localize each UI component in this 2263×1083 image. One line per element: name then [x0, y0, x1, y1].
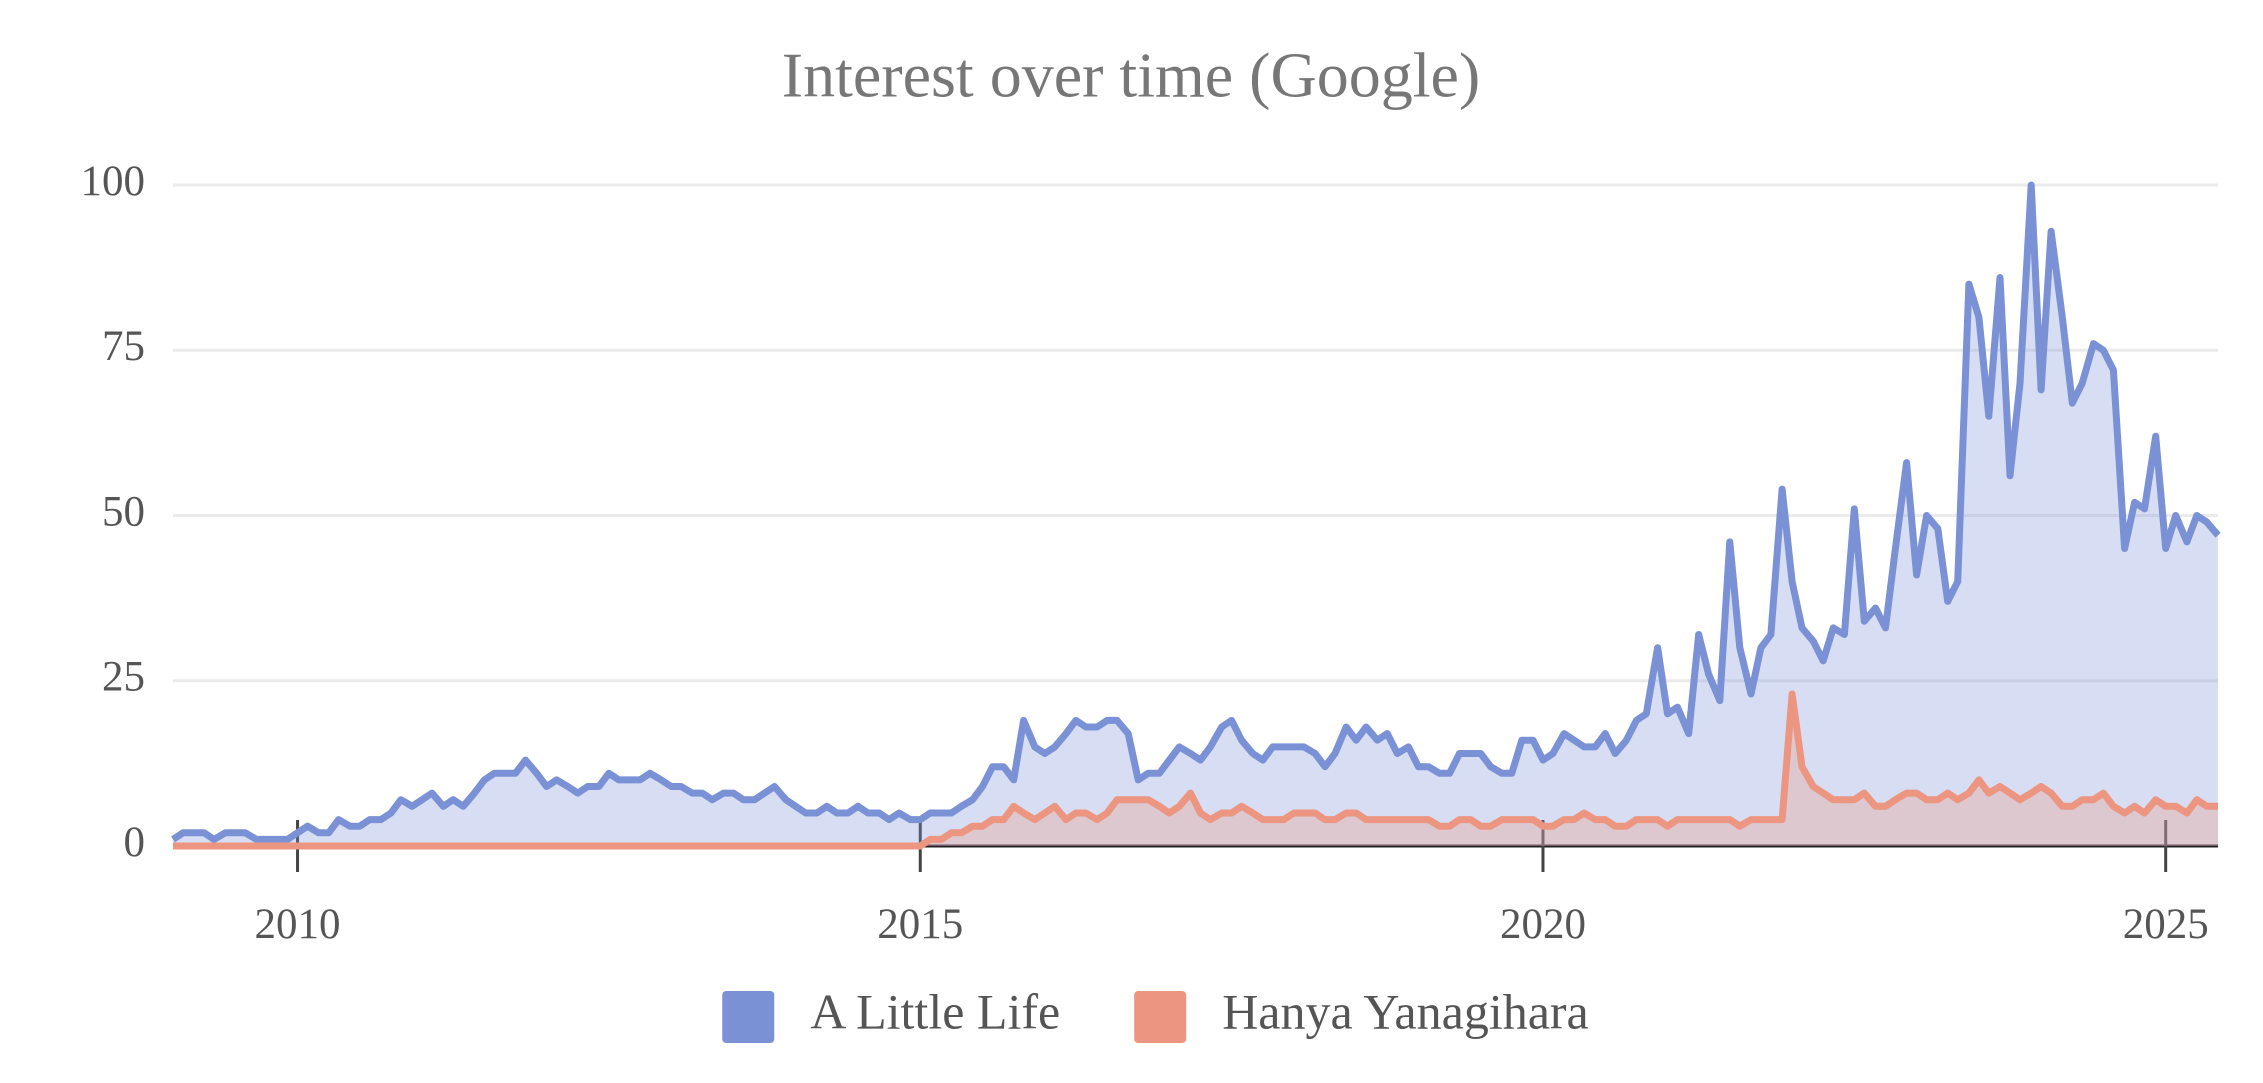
y-tick-label: 0 [124, 819, 146, 866]
legend-swatch [1134, 991, 1187, 1043]
x-tick-label: 2025 [2123, 901, 2209, 948]
line [171, 181, 2221, 843]
chart-title: Interest over time (Google) [782, 40, 1480, 111]
x-tick-label: 2020 [1500, 901, 1586, 948]
legend-label: A Little Life [810, 983, 1060, 1039]
legend-swatch [722, 991, 775, 1043]
y-tick-label: 50 [102, 488, 145, 535]
x-tick-label: 2015 [877, 901, 963, 948]
legend-label: Hanya Yanagihara [1222, 983, 1589, 1039]
area [173, 185, 2218, 846]
x-tick-label: 2010 [255, 901, 341, 948]
y-tick-label: 75 [102, 323, 145, 370]
line [173, 690, 2218, 850]
y-tick-label: 25 [102, 654, 145, 701]
area [173, 694, 2218, 846]
y-tick-label: 100 [81, 158, 146, 205]
